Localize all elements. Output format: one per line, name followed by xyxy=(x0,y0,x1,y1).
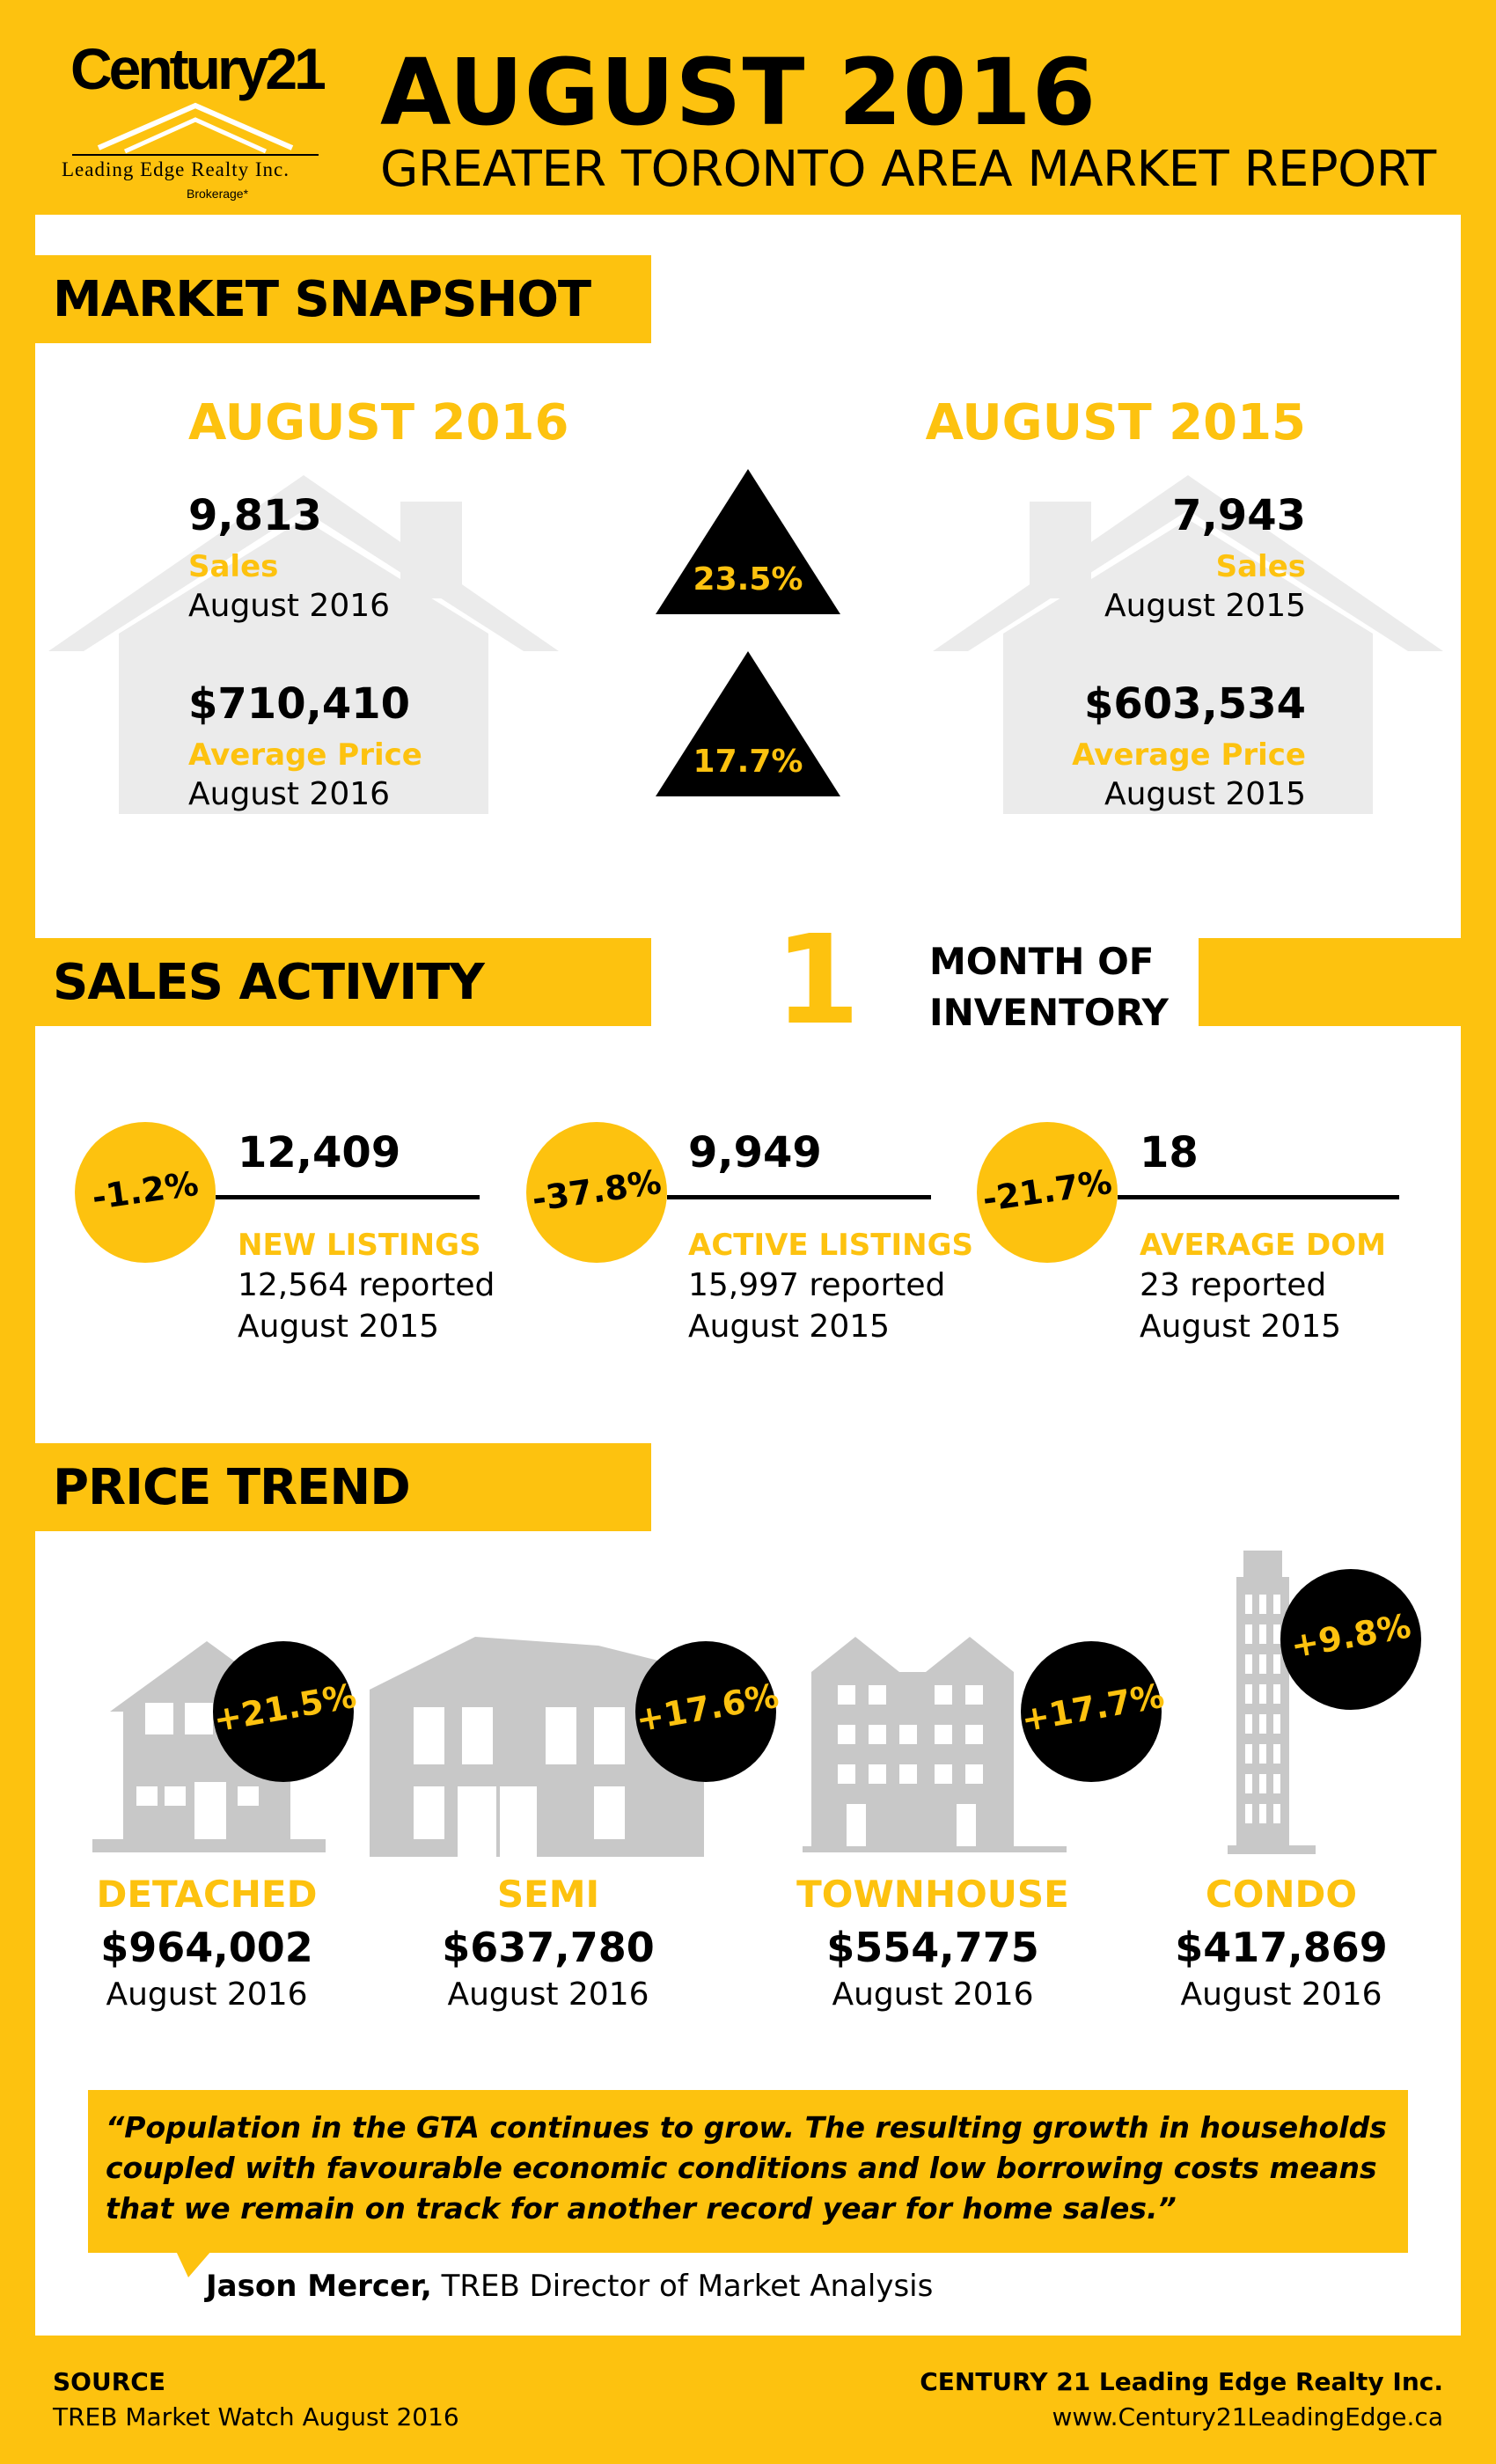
up-triangle-icon xyxy=(656,469,840,614)
average-dom-change: -21.7% xyxy=(979,1162,1115,1220)
new-listings-value: 12,409 xyxy=(238,1128,401,1177)
price-prior-label: Average Price xyxy=(1072,737,1306,773)
detached-label: DETACHED xyxy=(96,1873,318,1916)
inventory-label-line2: INVENTORY xyxy=(929,991,1169,1034)
brand-logo: Century21 Leading Edge Realty Inc. Broke… xyxy=(55,35,327,201)
quote-author-title: TREB Director of Market Analysis xyxy=(431,2269,934,2304)
price-change-value: 17.7% xyxy=(693,744,803,780)
average-dom-reported: 23 reported xyxy=(1140,1267,1327,1303)
semi-change-badge: +17.6% xyxy=(633,1641,782,1782)
price-change-indicator: 17.7% xyxy=(656,651,840,796)
logo-company-name: Leading Edge Realty Inc. xyxy=(62,158,290,180)
detached-change: +21.5% xyxy=(210,1676,360,1740)
divider-line xyxy=(1118,1195,1399,1199)
price-prior-period: August 2015 xyxy=(1104,776,1306,812)
new-listings-label: NEW LISTINGS xyxy=(238,1228,481,1263)
new-listings-change: -1.2% xyxy=(89,1163,202,1218)
semi-house-icon xyxy=(370,1637,704,1857)
price-prior-value: $603,534 xyxy=(1083,679,1306,729)
new-listings-period: August 2015 xyxy=(238,1309,440,1345)
inventory-number: 1 xyxy=(774,909,861,1052)
townhouse-change-badge: +17.7% xyxy=(1018,1641,1168,1782)
logo-brokerage: Brokerage* xyxy=(187,187,249,201)
footer-company: CENTURY 21 Leading Edge Realty Inc. xyxy=(920,2367,1443,2396)
quote-attribution: Jason Mercer, TREB Director of Market An… xyxy=(206,2269,933,2304)
active-listings-change: -37.8% xyxy=(529,1162,664,1220)
semi-period: August 2016 xyxy=(447,1976,649,2013)
sales-current-period: August 2016 xyxy=(188,588,391,624)
sales-change-indicator: 23.5% xyxy=(656,469,840,614)
sales-prior-label: Sales xyxy=(1215,549,1306,584)
current-period-heading: AUGUST 2016 xyxy=(188,394,569,451)
townhouse-price: $554,775 xyxy=(826,1924,1039,1971)
average-dom-value: 18 xyxy=(1140,1128,1199,1177)
townhouse-change: +17.7% xyxy=(1018,1676,1168,1740)
sales-prior-period: August 2015 xyxy=(1104,588,1306,624)
condo-price: $417,869 xyxy=(1175,1924,1388,1971)
up-triangle-icon xyxy=(656,651,840,796)
speech-pointer-icon xyxy=(176,2251,211,2277)
average-dom-period: August 2015 xyxy=(1140,1309,1342,1345)
section-title: PRICE TREND xyxy=(53,1459,411,1516)
price-current-label: Average Price xyxy=(188,737,422,773)
active-listings-label: ACTIVE LISTINGS xyxy=(688,1228,973,1263)
section-title: MARKET SNAPSHOT xyxy=(53,271,591,328)
footer-website: www.Century21LeadingEdge.ca xyxy=(1052,2402,1443,2431)
detached-change-badge: +21.5% xyxy=(210,1641,360,1782)
condo-period: August 2016 xyxy=(1180,1976,1382,2013)
condo-change: +9.8% xyxy=(1287,1606,1414,1666)
active-listings-period: August 2015 xyxy=(688,1309,891,1345)
active-listings-change-badge: -37.8% xyxy=(526,1122,667,1263)
sales-prior-value: 7,943 xyxy=(1172,491,1306,540)
quote-author: Jason Mercer, xyxy=(206,2269,432,2304)
divider-line xyxy=(667,1195,931,1199)
inventory-label: MONTH OF INVENTORY xyxy=(929,936,1169,1038)
section-title: SALES ACTIVITY xyxy=(53,954,485,1011)
condo-tower-icon xyxy=(1228,1551,1316,1854)
logo-wordmark: Century21 xyxy=(70,36,326,101)
new-listings-change-badge: -1.2% xyxy=(75,1122,216,1263)
price-current-period: August 2016 xyxy=(188,776,391,812)
report-title: AUGUST 2016 xyxy=(380,39,1097,146)
condo-change-badge: +9.8% xyxy=(1280,1569,1421,1710)
source-value: TREB Market Watch August 2016 xyxy=(53,2402,459,2431)
condo-label: CONDO xyxy=(1205,1873,1358,1916)
sales-activity-header: SALES ACTIVITY xyxy=(35,938,651,1026)
logo-roof-icon xyxy=(72,102,319,156)
townhouse-icon xyxy=(803,1637,1067,1852)
sales-current-value: 9,813 xyxy=(188,491,322,540)
detached-price: $964,002 xyxy=(100,1924,313,1971)
sales-change-value: 23.5% xyxy=(693,561,803,598)
quote-text: “Population in the GTA continues to grow… xyxy=(106,2110,1387,2226)
townhouse-label: TOWNHOUSE xyxy=(796,1873,1069,1916)
average-dom-change-badge: -21.7% xyxy=(977,1122,1118,1263)
prior-period-heading: AUGUST 2015 xyxy=(925,394,1306,451)
house-background-right-icon xyxy=(933,475,1443,814)
sales-activity-accent-bar xyxy=(1199,938,1461,1026)
detached-period: August 2016 xyxy=(106,1976,308,2013)
semi-change: +17.6% xyxy=(633,1676,782,1740)
new-listings-reported: 12,564 reported xyxy=(238,1267,495,1303)
active-listings-reported: 15,997 reported xyxy=(688,1267,946,1303)
semi-price: $637,780 xyxy=(442,1924,655,1971)
divider-line xyxy=(216,1195,480,1199)
price-trend-header: PRICE TREND xyxy=(35,1443,651,1531)
average-dom-label: AVERAGE DOM xyxy=(1140,1228,1386,1263)
sales-current-label: Sales xyxy=(188,549,279,584)
quote-box xyxy=(88,2090,1408,2253)
report-subtitle: GREATER TORONTO AREA MARKET REPORT xyxy=(380,141,1436,198)
market-snapshot-header: MARKET SNAPSHOT xyxy=(35,255,651,343)
semi-label: SEMI xyxy=(496,1873,600,1916)
inventory-label-line1: MONTH OF xyxy=(929,940,1155,983)
source-label: SOURCE xyxy=(53,2367,165,2396)
house-background-left-icon xyxy=(48,475,559,814)
townhouse-period: August 2016 xyxy=(832,1976,1034,2013)
price-current-value: $710,410 xyxy=(188,679,411,729)
active-listings-value: 9,949 xyxy=(688,1128,822,1177)
